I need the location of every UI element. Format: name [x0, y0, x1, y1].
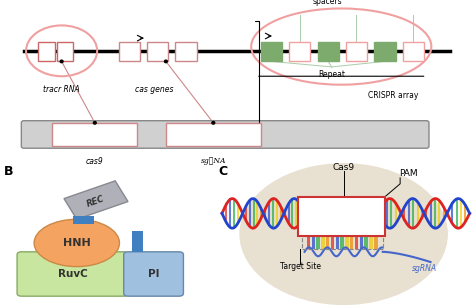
- Bar: [336, 236, 339, 249]
- FancyBboxPatch shape: [52, 123, 137, 146]
- FancyBboxPatch shape: [124, 252, 183, 296]
- FancyBboxPatch shape: [166, 123, 261, 146]
- FancyBboxPatch shape: [118, 43, 140, 61]
- Bar: [340, 236, 344, 249]
- Bar: [321, 236, 325, 249]
- Text: HNH: HNH: [331, 215, 352, 224]
- FancyBboxPatch shape: [374, 43, 396, 61]
- Text: cas genes: cas genes: [135, 85, 173, 94]
- FancyBboxPatch shape: [261, 43, 282, 61]
- Bar: [350, 236, 354, 249]
- FancyBboxPatch shape: [21, 121, 429, 148]
- Text: Target Site: Target Site: [280, 262, 321, 271]
- Circle shape: [164, 60, 167, 63]
- Ellipse shape: [34, 219, 119, 267]
- Text: C: C: [219, 164, 228, 178]
- Text: Cas9: Cas9: [333, 163, 355, 172]
- Bar: [331, 236, 334, 249]
- Bar: [374, 236, 377, 249]
- Text: spacers: spacers: [312, 0, 342, 6]
- FancyBboxPatch shape: [147, 43, 168, 61]
- Text: RuvC: RuvC: [58, 269, 87, 279]
- Bar: [365, 236, 368, 249]
- Text: REC: REC: [86, 194, 106, 209]
- FancyBboxPatch shape: [289, 43, 310, 61]
- Text: tracr RNA: tracr RNA: [43, 85, 80, 94]
- FancyBboxPatch shape: [17, 252, 128, 296]
- Text: RuvC: RuvC: [330, 205, 352, 213]
- Text: B: B: [4, 164, 14, 178]
- Text: ×: ×: [313, 200, 322, 209]
- Text: HNH: HNH: [63, 238, 91, 248]
- Circle shape: [93, 122, 96, 124]
- FancyBboxPatch shape: [318, 43, 339, 61]
- Bar: [360, 236, 363, 249]
- FancyBboxPatch shape: [132, 231, 143, 252]
- FancyBboxPatch shape: [346, 43, 367, 61]
- Polygon shape: [64, 181, 128, 219]
- Text: sgRNA: sgRNA: [411, 264, 437, 273]
- Circle shape: [212, 122, 215, 124]
- Bar: [307, 236, 310, 249]
- FancyBboxPatch shape: [57, 43, 73, 61]
- Text: PI: PI: [148, 269, 159, 279]
- Text: CRISPR array: CRISPR array: [368, 91, 419, 100]
- Text: cas9: cas9: [86, 157, 104, 166]
- Text: Repeat: Repeat: [319, 70, 345, 79]
- Text: ×: ×: [313, 217, 322, 227]
- Circle shape: [239, 163, 448, 305]
- Bar: [311, 236, 315, 249]
- Text: PAM: PAM: [400, 169, 418, 178]
- Bar: [316, 236, 320, 249]
- FancyBboxPatch shape: [38, 43, 55, 61]
- FancyBboxPatch shape: [403, 43, 424, 61]
- FancyBboxPatch shape: [73, 216, 94, 224]
- Text: sgℚNA: sgℚNA: [201, 157, 226, 165]
- Bar: [369, 236, 373, 249]
- FancyBboxPatch shape: [175, 43, 197, 61]
- Circle shape: [60, 60, 63, 63]
- Bar: [345, 236, 349, 249]
- FancyBboxPatch shape: [298, 197, 385, 236]
- Bar: [326, 236, 329, 249]
- Bar: [355, 236, 358, 249]
